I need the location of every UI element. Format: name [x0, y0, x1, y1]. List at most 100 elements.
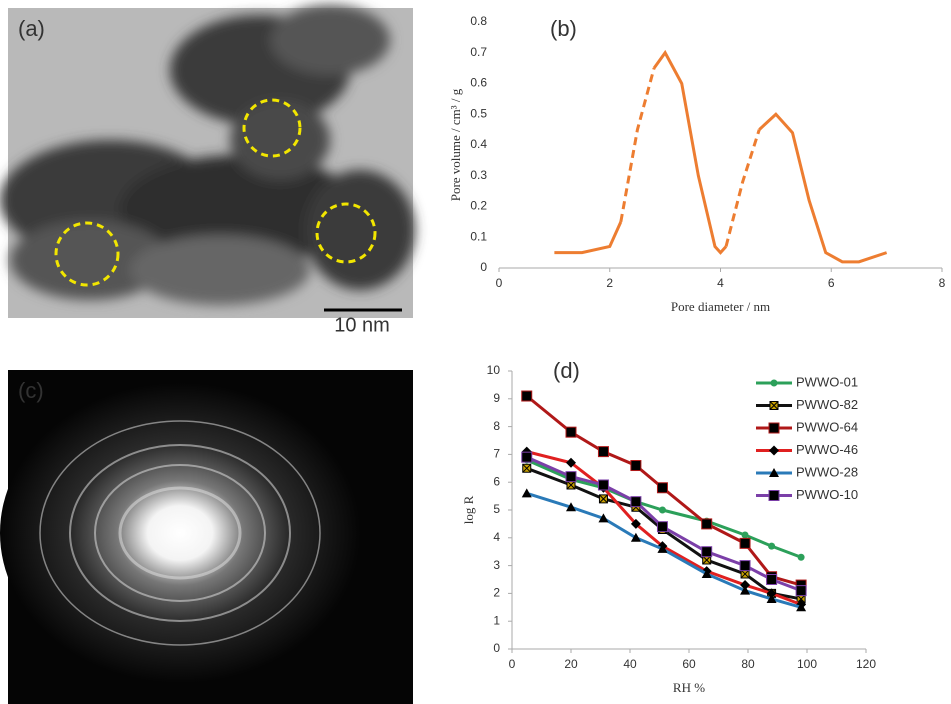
legend-label: PWWO-46 [796, 442, 858, 457]
legend-marker [769, 468, 779, 477]
series-line [554, 221, 623, 255]
marker [566, 502, 576, 512]
marker [565, 426, 577, 438]
panel-label: (a) [18, 16, 45, 41]
legend-marker [770, 379, 778, 387]
y-tick-label: 0.3 [470, 168, 487, 182]
legend-label: PWWO-10 [796, 487, 858, 502]
legend-marker [768, 490, 780, 501]
series-line [652, 49, 728, 255]
y-tick-label: 0.6 [470, 76, 487, 90]
y-tick-label: 6 [493, 474, 500, 488]
marker [766, 574, 778, 585]
x-tick-label: 100 [797, 657, 817, 671]
marker [597, 446, 609, 458]
annotation: (d) [553, 358, 580, 383]
marker [658, 506, 666, 514]
marker [796, 594, 806, 604]
marker [701, 546, 713, 558]
marker [740, 585, 751, 595]
marker [566, 457, 576, 468]
x-tick-label: 40 [623, 657, 637, 671]
marker [797, 553, 805, 561]
marker [521, 451, 533, 463]
legend-label: PWWO-28 [796, 464, 858, 479]
marker [701, 518, 713, 530]
y-tick-label: 3 [493, 558, 500, 572]
marker [598, 494, 608, 504]
legend-marker [769, 445, 779, 456]
y-tick-label: 1 [493, 613, 500, 627]
marker [598, 513, 609, 523]
marker [740, 569, 750, 579]
marker [795, 585, 807, 597]
x-tick-label: 80 [741, 657, 755, 671]
marker [656, 521, 668, 533]
x-tick-label: 4 [717, 276, 724, 290]
series-line [619, 67, 656, 223]
y-tick-label: 0.1 [470, 229, 487, 243]
x-tick-label: 0 [509, 657, 516, 671]
marker [739, 537, 751, 549]
marker [740, 580, 751, 591]
marker [766, 593, 777, 603]
legend-marker [769, 401, 779, 410]
x-tick-label: 2 [606, 276, 613, 290]
marker [522, 463, 532, 473]
x-tick-label: 8 [939, 276, 946, 290]
marker [656, 482, 668, 494]
marker [565, 471, 577, 483]
marker [766, 588, 777, 599]
y-tick-label: 8 [493, 419, 500, 433]
y-tick-label: 7 [493, 447, 500, 461]
x-tick-label: 20 [564, 657, 578, 671]
y-tick-label: 0.7 [470, 45, 487, 59]
legend-label: PWWO-82 [796, 397, 858, 412]
series-line [758, 112, 888, 264]
marker [521, 488, 532, 498]
marker [630, 518, 641, 529]
y-tick-label: 0 [480, 260, 487, 274]
annotation: (b) [550, 16, 577, 41]
marker [630, 460, 642, 472]
y-tick-label: 10 [487, 363, 501, 377]
scale-bar-label: 10 nm [334, 314, 390, 336]
y-tick-label: 5 [493, 502, 500, 516]
y-tick-label: 0.5 [470, 106, 487, 120]
diffraction-image [0, 370, 413, 704]
x-tick-label: 60 [682, 657, 696, 671]
marker [701, 568, 712, 578]
x-axis-title: Pore diameter / nm [671, 299, 770, 314]
y-tick-label: 0.2 [470, 199, 487, 213]
tem-image [0, 5, 415, 318]
marker [521, 390, 533, 402]
marker [657, 543, 668, 553]
marker [566, 480, 576, 490]
series-line [724, 129, 761, 247]
y-axis-title: log R [461, 495, 476, 524]
y-tick-label: 2 [493, 586, 500, 600]
legend-marker [768, 422, 780, 434]
y-tick-label: 0.8 [470, 14, 487, 28]
marker [630, 532, 641, 542]
marker [768, 542, 776, 550]
marker [702, 555, 712, 565]
marker [630, 496, 642, 508]
y-tick-label: 9 [493, 391, 500, 405]
y-tick-label: 0 [493, 641, 500, 655]
x-tick-label: 120 [856, 657, 876, 671]
panel-label: (c) [18, 378, 44, 403]
marker [741, 531, 749, 539]
marker [796, 602, 807, 612]
x-tick-label: 0 [496, 276, 503, 290]
x-tick-label: 6 [828, 276, 835, 290]
y-tick-label: 4 [493, 530, 500, 544]
marker [739, 560, 751, 572]
x-axis-title: RH % [673, 680, 705, 695]
marker [597, 479, 609, 491]
y-tick-label: 0.4 [470, 137, 487, 151]
legend-label: PWWO-01 [796, 374, 858, 389]
y-axis-title: Pore volume / cm³ / g [448, 88, 463, 201]
legend-label: PWWO-64 [796, 419, 858, 434]
